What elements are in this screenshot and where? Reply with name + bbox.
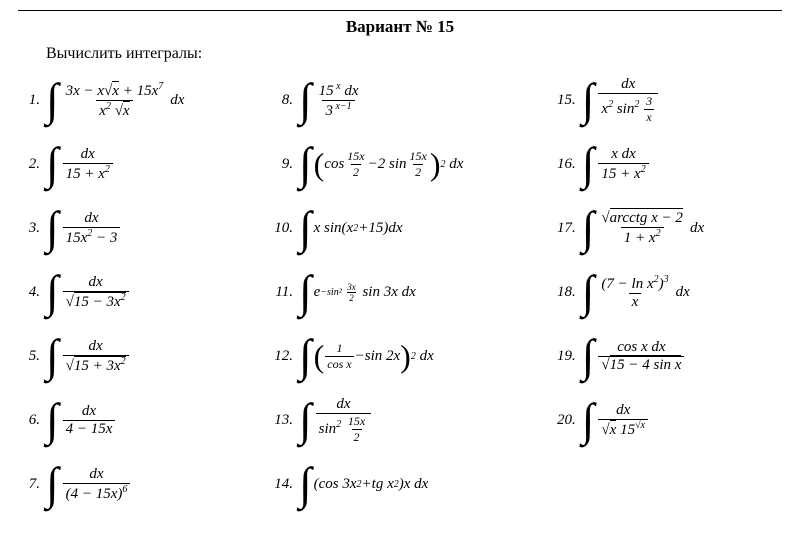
problem-number: 4. [18, 284, 44, 301]
problem-number: 6. [18, 412, 44, 429]
math-expr: dx √15 + 3x2 [61, 338, 131, 375]
integral-icon: ∫ [580, 338, 597, 375]
problem-2: 2. ∫ dx 15 + x2 [18, 133, 271, 195]
integral-icon: ∫ [580, 82, 597, 119]
problem-15: 15. ∫ dx x2 sin2 3x [554, 69, 782, 131]
column-3: 15. ∫ dx x2 sin2 3x 16. ∫ x dx [554, 69, 782, 517]
problem-5: 5. ∫ dx √15 + 3x2 [18, 325, 271, 387]
math-expr: x dx 15 + x2 [596, 146, 650, 183]
integral-icon: ∫ [44, 210, 61, 247]
integral-icon: ∫ [580, 210, 597, 247]
math-expr: dx (4 − 15x)6 [61, 466, 133, 503]
math-expr: x sin(x2 + 15)dx [314, 220, 403, 237]
integral-icon: ∫ [44, 274, 61, 311]
problem-number: 20. [554, 412, 580, 429]
problem-number: 11. [271, 284, 297, 301]
problem-number: 3. [18, 220, 44, 237]
math-expr: √arcctg x − 2 1 + x2 dx [596, 210, 704, 247]
integral-icon: ∫ [44, 146, 61, 183]
integral-icon: ∫ [580, 146, 597, 183]
problem-number: 12. [271, 348, 297, 365]
problem-18: 18. ∫ (7 − ln x2)3 x dx [554, 261, 782, 323]
math-expr: dx 15x2 − 3 [61, 210, 123, 247]
integral-icon: ∫ [297, 466, 314, 503]
problem-number: 9. [271, 156, 297, 173]
top-rule [18, 10, 782, 11]
column-1: 1. ∫ 3x − x√x + 15x7 x2 √x dx 2. ∫ dx 15… [18, 69, 271, 517]
column-2: 8. ∫ 15 x dx 3 x−1 9. ∫ ( cos 15x2 − 2 s… [271, 69, 554, 517]
problem-12: 12. ∫ ( 1cos x − sin 2x )2 dx [271, 325, 554, 387]
problem-6: 6. ∫ dx 4 − 15x [18, 389, 271, 451]
problem-number: 17. [554, 220, 580, 237]
integral-icon: ∫ [297, 402, 314, 439]
math-expr: cos x dx √15 − 4 sin x [596, 339, 686, 374]
math-expr: dx 4 − 15x [61, 403, 118, 438]
problem-7: 7. ∫ dx (4 − 15x)6 [18, 453, 271, 515]
integral-icon: ∫ [297, 274, 314, 311]
integral-icon: ∫ [44, 82, 61, 119]
problem-number: 7. [18, 476, 44, 493]
worksheet-page: Вариант № 15 Вычислить интегралы: 1. ∫ 3… [0, 0, 800, 517]
problem-1: 1. ∫ 3x − x√x + 15x7 x2 √x dx [18, 69, 271, 131]
math-expr: ( cos 15x2 − 2 sin 15x2 )2 dx [314, 149, 464, 180]
problem-8: 8. ∫ 15 x dx 3 x−1 [271, 69, 554, 131]
integral-icon: ∫ [297, 82, 314, 119]
integral-icon: ∫ [297, 338, 314, 375]
integral-icon: ∫ [297, 210, 314, 247]
math-expr: 3x − x√x + 15x7 x2 √x dx [61, 81, 185, 120]
columns: 1. ∫ 3x − x√x + 15x7 x2 √x dx 2. ∫ dx 15… [18, 69, 782, 517]
problem-number: 19. [554, 348, 580, 365]
problem-16: 16. ∫ x dx 15 + x2 [554, 133, 782, 195]
math-expr: dx 15 + x2 [61, 146, 115, 183]
problem-number: 8. [271, 92, 297, 109]
integral-icon: ∫ [580, 402, 597, 439]
problem-number: 14. [271, 476, 297, 493]
problem-9: 9. ∫ ( cos 15x2 − 2 sin 15x2 )2 dx [271, 133, 554, 195]
problem-number: 16. [554, 156, 580, 173]
problem-20: 20. ∫ dx √x 15√x [554, 389, 782, 451]
math-expr: dx x2 sin2 3x [596, 76, 660, 125]
problem-number: 2. [18, 156, 44, 173]
math-expr: (cos 3x2 + tg x2)x dx [314, 476, 429, 493]
problem-number: 18. [554, 284, 580, 301]
problem-19: 19. ∫ cos x dx √15 − 4 sin x [554, 325, 782, 387]
math-expr: dx √15 − 3x2 [61, 274, 131, 311]
math-expr: e−sin² 3x2 sin 3x dx [314, 282, 416, 303]
math-expr: dx √x 15√x [596, 402, 650, 439]
problem-number: 10. [271, 220, 297, 237]
problem-14: 14. ∫ (cos 3x2 + tg x2)x dx [271, 453, 554, 515]
math-expr: dx sin2 15x2 [314, 396, 374, 445]
integral-icon: ∫ [44, 466, 61, 503]
subtitle: Вычислить интегралы: [46, 45, 782, 63]
problem-number: 15. [554, 92, 580, 109]
integral-icon: ∫ [580, 274, 597, 311]
math-expr: (7 − ln x2)3 x dx [596, 274, 689, 311]
math-expr: ( 1cos x − sin 2x )2 dx [314, 341, 434, 372]
integral-icon: ∫ [44, 402, 61, 439]
problem-number: 13. [271, 412, 297, 429]
integral-icon: ∫ [297, 146, 314, 183]
problem-13: 13. ∫ dx sin2 15x2 [271, 389, 554, 451]
problem-4: 4. ∫ dx √15 − 3x2 [18, 261, 271, 323]
problem-number: 5. [18, 348, 44, 365]
problem-number: 1. [18, 92, 44, 109]
problem-17: 17. ∫ √arcctg x − 2 1 + x2 dx [554, 197, 782, 259]
page-title: Вариант № 15 [18, 17, 782, 37]
problem-11: 11. ∫ e−sin² 3x2 sin 3x dx [271, 261, 554, 323]
integral-icon: ∫ [44, 338, 61, 375]
problem-3: 3. ∫ dx 15x2 − 3 [18, 197, 271, 259]
problem-10: 10. ∫ x sin(x2 + 15)dx [271, 197, 554, 259]
math-expr: 15 x dx 3 x−1 [314, 81, 364, 120]
